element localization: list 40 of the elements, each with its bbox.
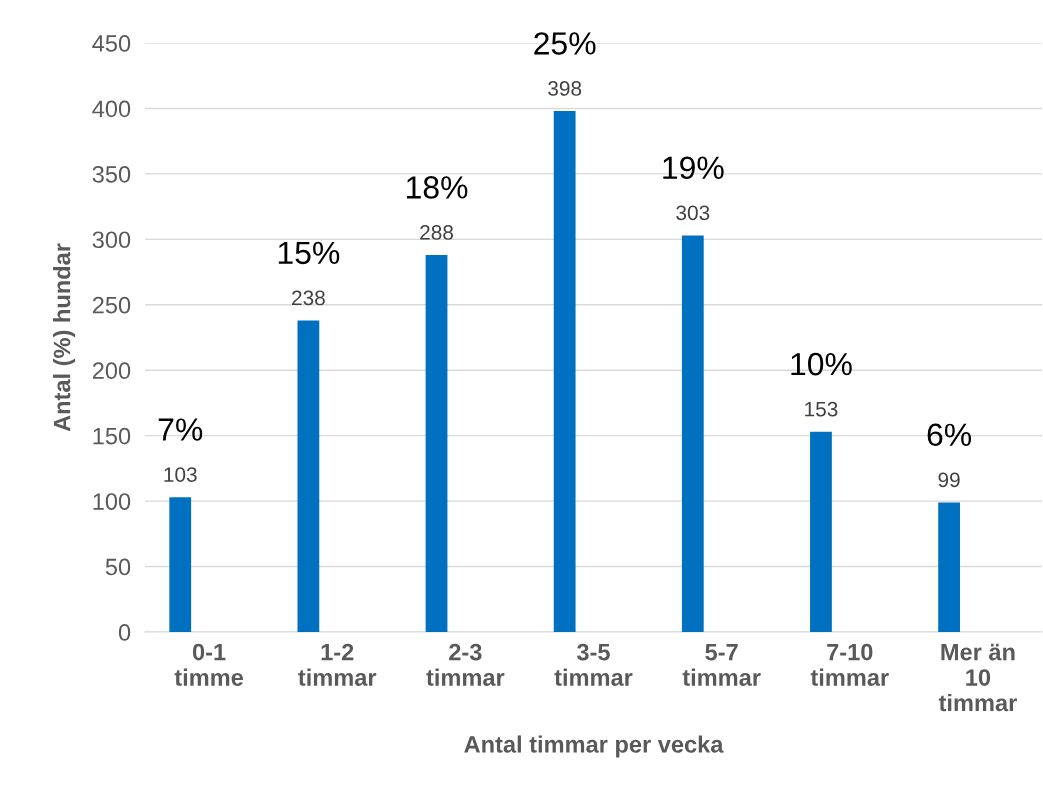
data-label: 238 [292, 290, 325, 306]
annotation: 19% [663, 156, 724, 180]
annotation: 10% [791, 352, 852, 376]
bar [425, 255, 448, 632]
y-axis-title: Antal (%) hundar [53, 243, 76, 432]
y-tick-label: 400 [92, 100, 131, 118]
x-tick-label: 3-5 timmar [554, 643, 633, 686]
bar [681, 235, 704, 632]
data-label: 303 [676, 205, 710, 221]
y-tick-label: 100 [93, 493, 131, 510]
x-tick-label: 7-10 timmar [810, 643, 889, 686]
y-tick-label: 150 [93, 427, 131, 445]
bar [297, 320, 320, 632]
annotation: 18% [406, 176, 468, 199]
y-tick-label: 450 [92, 35, 131, 52]
bar [938, 502, 960, 632]
data-label: 103 [164, 467, 197, 482]
y-tick-label: 200 [92, 362, 131, 380]
x-tick-label: 5-7 timmar [682, 643, 761, 686]
bar [553, 111, 576, 632]
x-tick-label: 2-3 timmar [426, 643, 505, 686]
x-tick-label: 1-2 timmar [298, 643, 377, 686]
annotation: 6% [927, 423, 972, 447]
x-axis-title: Antal timmar per vecka [464, 735, 724, 758]
y-tick-label: 350 [92, 165, 131, 183]
data-label: 398 [548, 81, 582, 96]
data-label: 99 [938, 472, 960, 488]
y-tick-label: 50 [105, 558, 131, 576]
y-tick-label: 0 [118, 624, 131, 641]
y-tick-label: 250 [92, 296, 131, 314]
data-label: 288 [420, 225, 453, 240]
bar [810, 431, 832, 632]
bar [169, 497, 192, 632]
annotation: 15% [278, 241, 340, 265]
annotation: 7% [158, 418, 203, 441]
annotation: 25% [534, 32, 596, 55]
y-tick-label: 300 [92, 231, 131, 249]
x-tick-label: Mer än 10 timmar [938, 643, 1017, 712]
data-label: 153 [805, 401, 838, 417]
x-tick-label: 0-1 timme [174, 643, 244, 686]
